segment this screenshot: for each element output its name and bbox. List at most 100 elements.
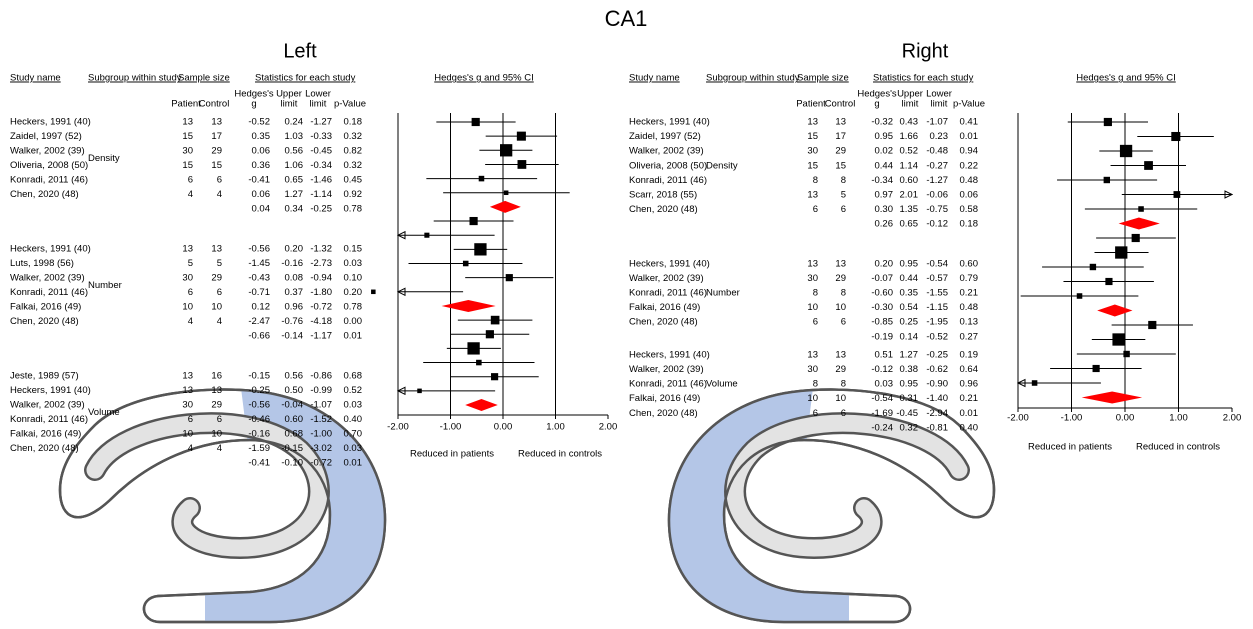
x-axis-label: Reduced in controls xyxy=(518,449,602,460)
x-tick-label: 2.00 xyxy=(1223,413,1242,424)
effect-marker xyxy=(491,316,500,325)
control-count: 4 xyxy=(217,443,222,454)
study-name: Heckers, 1991 (40) xyxy=(629,258,710,269)
study-name: Chen, 2020 (48) xyxy=(629,408,698,419)
stat-value: 0.43 xyxy=(900,117,919,128)
stat-value: -0.66 xyxy=(248,331,270,342)
stat-value: -0.10 xyxy=(281,458,303,469)
stat-value: 0.03 xyxy=(344,400,363,411)
stat-value: 0.79 xyxy=(960,273,979,284)
patient-count: 30 xyxy=(807,364,818,375)
patient-count: 10 xyxy=(807,393,818,404)
study-name: Chen, 2020 (48) xyxy=(10,443,79,454)
panel-title: Right xyxy=(902,40,949,62)
stat-value: 0.06 xyxy=(960,190,979,201)
stat-value: 0.56 xyxy=(285,371,304,382)
panel-title: Left xyxy=(283,40,317,62)
stat-value: -0.62 xyxy=(926,364,948,375)
study-name: Chen, 2020 (48) xyxy=(10,189,79,200)
patient-count: 8 xyxy=(813,288,818,299)
stat-value: 0.96 xyxy=(285,302,304,313)
stat-value: 0.48 xyxy=(960,175,979,186)
control-count: 29 xyxy=(835,364,846,375)
column-header: limit xyxy=(281,99,298,110)
stat-value: -0.04 xyxy=(281,400,303,411)
stat-value: 1.14 xyxy=(900,160,919,171)
stat-value: -0.25 xyxy=(248,385,270,396)
effect-marker xyxy=(1104,177,1110,183)
study-name: Chen, 2020 (48) xyxy=(629,204,698,215)
effect-marker xyxy=(1132,234,1140,242)
stat-value: 0.04 xyxy=(252,204,271,215)
patient-count: 13 xyxy=(807,117,818,128)
control-count: 15 xyxy=(835,160,846,171)
stat-value: 0.06 xyxy=(252,189,271,200)
x-tick-label: -2.00 xyxy=(387,422,409,433)
effect-marker xyxy=(491,373,498,380)
control-count: 5 xyxy=(217,258,222,269)
subgroup-label: Density xyxy=(706,160,738,171)
stat-value: 0.78 xyxy=(344,302,363,313)
study-name: Falkai, 2016 (49) xyxy=(10,429,81,440)
study-name: Konradi, 2011 (46) xyxy=(10,175,88,186)
stat-value: 0.20 xyxy=(875,258,894,269)
stat-value: -4.18 xyxy=(310,316,332,327)
stat-value: 0.50 xyxy=(285,385,304,396)
stat-value: 0.21 xyxy=(960,288,979,299)
column-header: Patient xyxy=(796,99,826,110)
stat-value: 0.18 xyxy=(344,117,363,128)
stat-value: 1.27 xyxy=(285,189,304,200)
x-tick-label: 0.00 xyxy=(494,422,513,433)
study-name: Walker, 2002 (39) xyxy=(629,364,704,375)
stat-value: 0.35 xyxy=(900,288,919,299)
stat-value: 0.52 xyxy=(344,385,363,396)
effect-marker xyxy=(1093,365,1100,372)
stat-value: -0.71 xyxy=(248,287,270,298)
x-tick-label: 1.00 xyxy=(546,422,565,433)
stat-value: 0.21 xyxy=(960,393,979,404)
control-count: 17 xyxy=(835,131,846,142)
stat-value: -0.41 xyxy=(248,175,270,186)
stat-value: 0.03 xyxy=(344,443,363,454)
stat-value: 0.96 xyxy=(960,379,979,390)
stat-value: -0.16 xyxy=(248,429,270,440)
stat-value: 0.78 xyxy=(344,204,363,215)
patient-count: 30 xyxy=(182,273,193,284)
stat-value: -1.80 xyxy=(310,287,332,298)
patient-count: 15 xyxy=(807,131,818,142)
patient-count: 30 xyxy=(807,273,818,284)
stat-value: 0.13 xyxy=(960,317,979,328)
stat-value: -1.32 xyxy=(310,244,332,255)
summary-diamond xyxy=(490,201,521,213)
stat-value: 0.30 xyxy=(875,204,894,215)
stat-value: -0.75 xyxy=(926,204,948,215)
stat-value: 0.68 xyxy=(344,371,363,382)
control-count: 8 xyxy=(841,379,846,390)
stat-value: -0.54 xyxy=(926,258,948,269)
stat-value: -0.07 xyxy=(871,273,893,284)
control-count: 29 xyxy=(835,146,846,157)
effect-marker xyxy=(1090,264,1096,270)
stat-value: -0.27 xyxy=(926,160,948,171)
study-name: Walker, 2002 (39) xyxy=(10,273,85,284)
stat-value: 0.65 xyxy=(900,219,919,230)
stat-value: 0.15 xyxy=(344,244,363,255)
effect-marker xyxy=(474,243,486,255)
stat-value: 0.60 xyxy=(285,414,304,425)
subgroup-label: Volume xyxy=(706,379,738,390)
stat-value: -0.45 xyxy=(310,146,332,157)
effect-marker xyxy=(371,290,376,295)
control-count: 8 xyxy=(841,175,846,186)
patient-count: 6 xyxy=(813,317,818,328)
stat-value: -2.73 xyxy=(310,258,332,269)
effect-marker xyxy=(470,217,478,225)
control-count: 6 xyxy=(841,204,846,215)
control-count: 29 xyxy=(211,273,222,284)
stat-value: -1.95 xyxy=(926,317,948,328)
control-count: 13 xyxy=(835,117,846,128)
stat-value: -0.32 xyxy=(871,117,893,128)
stat-value: -0.52 xyxy=(248,117,270,128)
stat-value: 0.95 xyxy=(900,379,919,390)
stat-value: 0.65 xyxy=(285,175,304,186)
stat-value: -1.17 xyxy=(310,331,332,342)
